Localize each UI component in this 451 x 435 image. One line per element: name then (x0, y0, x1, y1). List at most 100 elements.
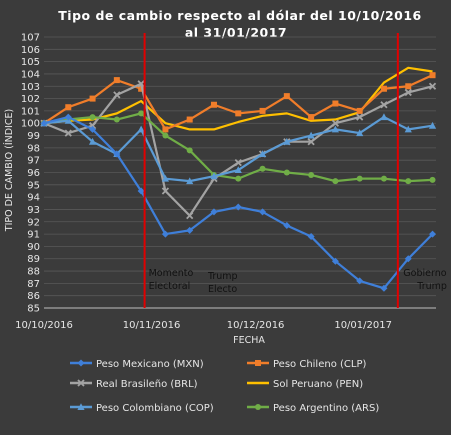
data-point (137, 187, 145, 195)
legend-swatch-marker (77, 403, 85, 410)
data-point (283, 93, 290, 100)
data-point (307, 131, 315, 139)
series-peso-mexicano-mxn (40, 113, 437, 292)
data-point (234, 166, 242, 174)
y-tick-label: 95 (27, 180, 40, 191)
data-point (404, 125, 412, 133)
data-point (356, 175, 363, 182)
y-axis-label: TIPO DE CAMBIO (ÍNDICE) (3, 109, 15, 232)
y-tick-label: 100 (21, 119, 40, 130)
data-point (380, 85, 387, 92)
data-point (429, 176, 436, 183)
y-tick-label: 105 (21, 57, 40, 68)
chart-title-line1: Tipo de cambio respecto al dólar del 10/… (58, 8, 421, 23)
data-point (356, 113, 364, 121)
data-point (380, 101, 388, 109)
data-point (332, 178, 339, 185)
y-tick-label: 101 (21, 106, 40, 117)
data-point (138, 110, 145, 117)
x-axis-ticks: 10/10/2016 10/11/2016 10/12/2016 10/01/2017 (15, 320, 392, 331)
y-tick-label: 99 (27, 131, 40, 142)
legend-label: Real Brasileño (BRL) (96, 379, 198, 390)
y-tick-label: 94 (27, 193, 40, 204)
y-tick-label: 89 (27, 254, 40, 265)
data-point (186, 147, 193, 154)
y-tick-label: 97 (27, 156, 40, 167)
series-line (43, 115, 434, 290)
data-point (113, 77, 120, 84)
chart-title-line2: al 31/01/2017 (185, 25, 287, 40)
data-point (162, 126, 169, 133)
data-point (331, 257, 339, 265)
annotations: Momento Electoral Trump Electo Gobierno Trump (149, 268, 447, 295)
data-point (356, 129, 364, 137)
y-tick-label: 106 (21, 45, 40, 56)
data-point (259, 208, 267, 216)
data-point (113, 150, 121, 158)
legend-label: Sol Peruano (PEN) (273, 379, 363, 390)
data-point (89, 114, 96, 121)
y-tick-label: 86 (27, 291, 40, 302)
series-real-brasile-o-brl (40, 80, 437, 220)
y-tick-label: 98 (27, 143, 40, 154)
data-point (404, 88, 412, 97)
data-point (356, 107, 363, 114)
x-tick-label: 10/10/2016 (15, 320, 73, 331)
data-point (40, 119, 48, 127)
data-point (210, 172, 218, 180)
annotation-line2: Electo (208, 284, 237, 295)
data-point (404, 255, 412, 263)
data-point (283, 221, 291, 229)
legend-swatch-marker (255, 404, 261, 410)
y-tick-label: 103 (21, 82, 40, 93)
vertical-markers (143, 33, 399, 308)
data-point (210, 101, 217, 108)
data-point (186, 226, 194, 234)
data-point (259, 165, 266, 172)
legend-item: Peso Argentino (ARS) (247, 403, 379, 414)
y-tick-label: 88 (27, 267, 40, 278)
data-point (210, 208, 218, 216)
data-point (331, 125, 339, 133)
data-point (307, 138, 315, 146)
data-point (308, 114, 315, 121)
data-point (380, 175, 387, 182)
x-tick-label: 10/01/2017 (334, 320, 392, 331)
y-tick-label: 92 (27, 217, 40, 228)
series-peso-colombiano-cop (40, 113, 437, 185)
legend-item: Sol Peruano (PEN) (247, 379, 363, 390)
data-point (113, 116, 120, 123)
data-point (64, 113, 72, 121)
data-point (64, 129, 72, 137)
legend-swatch-marker (255, 360, 261, 366)
data-point (258, 150, 267, 158)
y-tick-label: 102 (21, 94, 40, 105)
y-tick-label: 90 (27, 242, 40, 253)
y-tick-label: 87 (27, 279, 40, 290)
data-point (137, 125, 145, 133)
data-point (89, 125, 97, 133)
y-tick-label: 96 (27, 168, 40, 179)
legend-item: Peso Mexicano (MXN) (70, 359, 204, 370)
data-point (283, 137, 291, 145)
y-tick-label: 91 (27, 230, 40, 241)
legend-label: Peso Argentino (ARS) (273, 403, 379, 414)
data-point (428, 121, 437, 129)
annotation-line1: Momento (149, 268, 194, 279)
annotation-line2: Electoral (149, 281, 191, 292)
data-point (283, 169, 290, 176)
x-tick-label: 10/12/2016 (227, 320, 285, 331)
y-tick-label: 107 (21, 33, 40, 44)
data-point (234, 203, 242, 211)
legend-swatch-marker (77, 379, 85, 387)
data-point (380, 113, 388, 121)
data-point (308, 171, 315, 178)
data-point (161, 230, 169, 238)
legend-item: Peso Colombiano (COP) (70, 403, 214, 414)
data-point (186, 177, 194, 185)
data-point (186, 211, 194, 220)
data-point (331, 119, 340, 127)
data-point (235, 175, 242, 182)
